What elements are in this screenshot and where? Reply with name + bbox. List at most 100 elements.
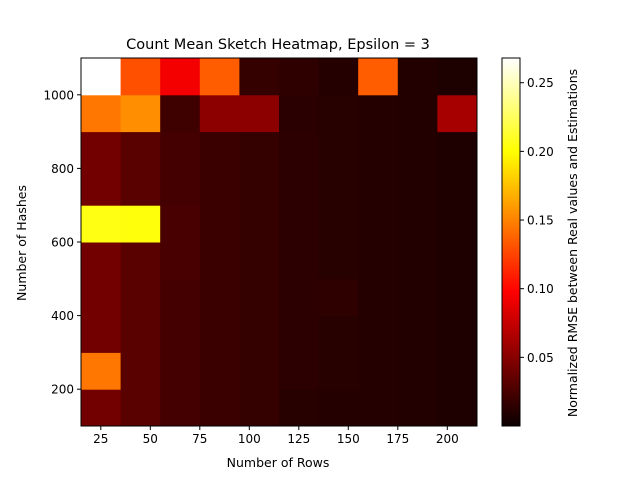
heatmap-cell xyxy=(318,352,359,390)
heatmap-cell xyxy=(397,389,438,427)
y-axis-ticks: 200 400 600 800 1000 xyxy=(43,88,81,397)
colorbar-ticks: 0.05 0.10 0.15 0.20 0.25 xyxy=(520,76,554,365)
heatmap-cell xyxy=(160,94,201,133)
heatmap-cell xyxy=(239,352,280,390)
heatmap-cell xyxy=(239,242,280,280)
heatmap-cell xyxy=(437,389,478,427)
heatmap-cell xyxy=(397,278,438,317)
y-axis-label: Number of Hashes xyxy=(14,185,29,301)
heatmap-cell xyxy=(437,352,478,390)
heatmap-cell xyxy=(160,168,201,206)
heatmap-cell xyxy=(437,315,478,353)
heatmap-cell xyxy=(318,168,359,206)
heatmap-cell xyxy=(120,168,161,206)
heatmap-cell xyxy=(397,205,438,243)
heatmap-cell xyxy=(120,352,161,390)
x-tick-label: 50 xyxy=(143,432,158,446)
colorbar-tick-label: 0.05 xyxy=(527,351,554,365)
heatmap-cell xyxy=(81,131,122,169)
heatmap-cell xyxy=(120,58,161,96)
heatmap-cell xyxy=(199,242,240,280)
heatmap-cell xyxy=(120,389,161,427)
heatmap-cell xyxy=(358,242,399,280)
x-tick-label: 200 xyxy=(436,432,459,446)
heatmap-cell xyxy=(279,278,320,317)
heatmap-cell xyxy=(279,58,320,96)
heatmap-cell xyxy=(437,168,478,206)
x-tick-label: 150 xyxy=(337,432,360,446)
heatmap-cell xyxy=(199,315,240,353)
heatmap-cell xyxy=(279,352,320,390)
heatmap-cell xyxy=(358,131,399,169)
heatmap-cell xyxy=(81,94,122,133)
heatmap-cell xyxy=(437,205,478,243)
y-tick-label: 1000 xyxy=(43,88,74,102)
heatmap-cell xyxy=(358,94,399,133)
heatmap-cell xyxy=(358,168,399,206)
heatmap-cell xyxy=(160,389,201,427)
heatmap-cell xyxy=(318,278,359,317)
heatmap-cell xyxy=(81,352,122,390)
heatmap-cell xyxy=(358,278,399,317)
heatmap-cell xyxy=(81,242,122,280)
heatmap-cell xyxy=(160,58,201,96)
colorbar-tick-label: 0.10 xyxy=(527,282,554,296)
heatmap-cell xyxy=(318,242,359,280)
heatmap-cell xyxy=(120,131,161,169)
heatmap-cell xyxy=(397,242,438,280)
heatmap-cell xyxy=(279,168,320,206)
heatmap-cell xyxy=(81,58,122,96)
y-tick-label: 800 xyxy=(51,162,74,176)
heatmap-cell xyxy=(437,94,478,133)
heatmap-cell xyxy=(160,205,201,243)
heatmap-cell xyxy=(160,242,201,280)
heatmap-cell xyxy=(199,168,240,206)
heatmap-cell xyxy=(437,131,478,169)
y-tick-label: 400 xyxy=(51,309,74,323)
heatmap-cell xyxy=(120,94,161,133)
y-tick-label: 600 xyxy=(51,236,74,250)
heatmap-cell xyxy=(239,168,280,206)
heatmap-cell xyxy=(81,315,122,353)
heatmap-cell xyxy=(199,278,240,317)
heatmap-cell xyxy=(318,58,359,96)
x-tick-label: 25 xyxy=(93,432,108,446)
heatmap-cell xyxy=(120,242,161,280)
heatmap-cell xyxy=(199,352,240,390)
heatmap-cell xyxy=(397,315,438,353)
heatmap-cell xyxy=(437,278,478,317)
heatmap-cell xyxy=(160,352,201,390)
heatmap-cell xyxy=(279,315,320,353)
x-tick-label: 125 xyxy=(287,432,310,446)
x-axis-ticks: 25 50 75 100 125 150 175 200 xyxy=(93,426,459,446)
heatmap-cell xyxy=(239,315,280,353)
heatmap-cell xyxy=(199,58,240,96)
heatmap-cell xyxy=(239,389,280,427)
heatmap-cell xyxy=(318,389,359,427)
chart-title: Count Mean Sketch Heatmap, Epsilon = 3 xyxy=(126,37,430,53)
heatmap-cell xyxy=(199,131,240,169)
heatmap-cell xyxy=(397,352,438,390)
colorbar-label: Normalized RMSE between Real values and … xyxy=(565,69,580,417)
heatmap-cell xyxy=(120,278,161,317)
heatmap-cell xyxy=(239,278,280,317)
heatmap-cells xyxy=(81,58,478,427)
heatmap-cell xyxy=(318,94,359,133)
x-tick-label: 100 xyxy=(238,432,261,446)
heatmap-cell xyxy=(279,131,320,169)
heatmap-cell xyxy=(160,315,201,353)
colorbar-tick-label: 0.20 xyxy=(527,145,554,159)
heatmap-cell xyxy=(81,205,122,243)
heatmap-cell xyxy=(437,242,478,280)
heatmap-cell xyxy=(437,58,478,96)
heatmap-cell xyxy=(397,131,438,169)
heatmap-cell xyxy=(318,315,359,353)
heatmap-cell xyxy=(239,58,280,96)
colorbar-tick-label: 0.25 xyxy=(527,76,554,90)
heatmap-cell xyxy=(199,205,240,243)
heatmap-cell xyxy=(279,389,320,427)
heatmap-cell xyxy=(120,315,161,353)
heatmap-cell xyxy=(358,389,399,427)
heatmap-cell xyxy=(279,94,320,133)
